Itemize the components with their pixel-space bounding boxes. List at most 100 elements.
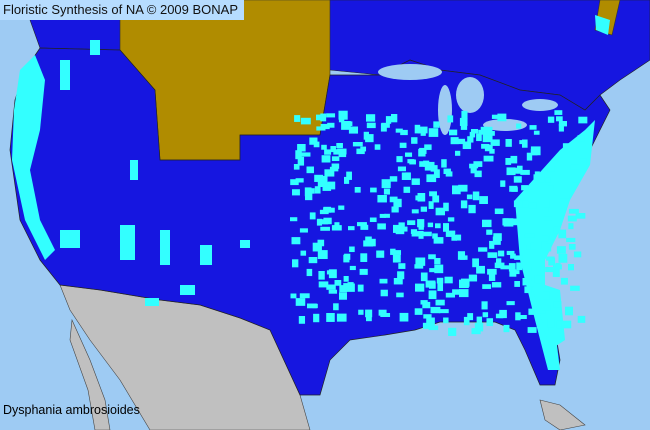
county-cell	[357, 222, 367, 227]
county-cell	[385, 116, 392, 124]
county-cell	[447, 115, 454, 123]
county-cell	[309, 212, 316, 220]
county-cell	[458, 138, 466, 145]
county-cell	[516, 123, 522, 129]
county-cell	[443, 202, 449, 212]
county-cell	[300, 250, 307, 256]
county-cell	[508, 263, 516, 272]
county-cell	[349, 265, 356, 271]
county-cell	[407, 220, 416, 226]
county-cell	[482, 312, 489, 318]
county-cell	[568, 244, 576, 250]
county-cell	[433, 237, 444, 244]
county-cell	[418, 148, 426, 157]
county-cell	[327, 122, 335, 128]
county-cell	[433, 121, 440, 128]
county-cell	[443, 168, 451, 175]
county-cell	[491, 282, 502, 288]
county-cell	[487, 252, 498, 258]
county-cell	[290, 179, 299, 186]
county-cell	[316, 126, 326, 131]
county-cell	[397, 271, 405, 280]
county-cell	[433, 169, 440, 178]
county-cell	[420, 206, 428, 212]
county-cell	[337, 148, 347, 155]
county-cell	[365, 236, 372, 246]
county-cell	[365, 134, 374, 143]
county-cell	[414, 124, 421, 134]
county-cell	[435, 223, 441, 229]
county-cell	[556, 116, 563, 122]
county-cell	[336, 313, 347, 322]
county-cell	[542, 235, 549, 242]
county-cell	[343, 283, 349, 290]
county-cell	[307, 303, 317, 309]
county-cell	[295, 298, 306, 306]
county-cell	[514, 255, 523, 260]
county-cell	[420, 272, 428, 282]
county-cell	[333, 149, 340, 155]
county-cell	[503, 218, 514, 227]
county-cell	[378, 309, 387, 316]
county-cell	[346, 171, 352, 180]
county-cell	[482, 219, 492, 228]
county-cell	[398, 222, 405, 228]
county-cell	[427, 222, 434, 228]
county-cell	[426, 317, 435, 327]
county-cell	[497, 113, 507, 122]
county-cell	[422, 301, 431, 309]
county-cell	[365, 309, 373, 318]
county-cell	[316, 218, 323, 226]
county-cell	[418, 230, 424, 239]
county-cell	[543, 216, 552, 221]
county-cell	[348, 126, 359, 134]
county-cell	[489, 148, 495, 154]
county-cell	[523, 266, 532, 272]
county-cell	[316, 114, 326, 121]
county-cell	[452, 289, 460, 295]
county-cell	[452, 185, 461, 195]
county-cell	[473, 161, 483, 167]
county-cell	[344, 176, 350, 184]
county-cell	[462, 141, 472, 150]
county-cell	[500, 180, 506, 187]
county-cell	[430, 306, 441, 314]
county-cell	[292, 189, 300, 196]
county-cell	[403, 186, 411, 193]
county-cell	[536, 305, 546, 314]
county-cell	[328, 289, 338, 294]
county-cell	[470, 164, 477, 174]
county-cell	[377, 223, 386, 230]
county-cell	[369, 217, 377, 223]
county-cell	[343, 276, 349, 282]
county-cell	[510, 155, 518, 164]
county-cell	[357, 284, 364, 292]
county-cell	[323, 206, 332, 213]
county-cell	[395, 128, 403, 133]
county-cell	[527, 327, 537, 333]
county-cell	[399, 142, 407, 148]
county-cell	[546, 256, 555, 261]
county-cell	[556, 320, 563, 329]
county-cell	[424, 144, 432, 150]
county-cell	[417, 219, 425, 228]
county-cell	[524, 286, 532, 294]
county-cell	[322, 182, 329, 189]
county-cell	[370, 187, 377, 193]
county-cell	[331, 225, 342, 231]
county-cell	[441, 159, 447, 168]
county-cell	[415, 283, 425, 292]
county-cell	[529, 125, 537, 130]
county-cell	[348, 226, 355, 231]
county-cell	[338, 205, 345, 210]
county-cell	[329, 166, 339, 172]
county-cell	[405, 152, 413, 157]
county-cell	[488, 272, 496, 281]
county-cell	[366, 114, 376, 122]
county-cell	[327, 181, 336, 190]
county-cell	[397, 166, 406, 172]
county-cell	[306, 166, 314, 174]
county-cell	[542, 304, 551, 311]
county-cell	[526, 152, 533, 161]
county-cell	[314, 174, 324, 182]
